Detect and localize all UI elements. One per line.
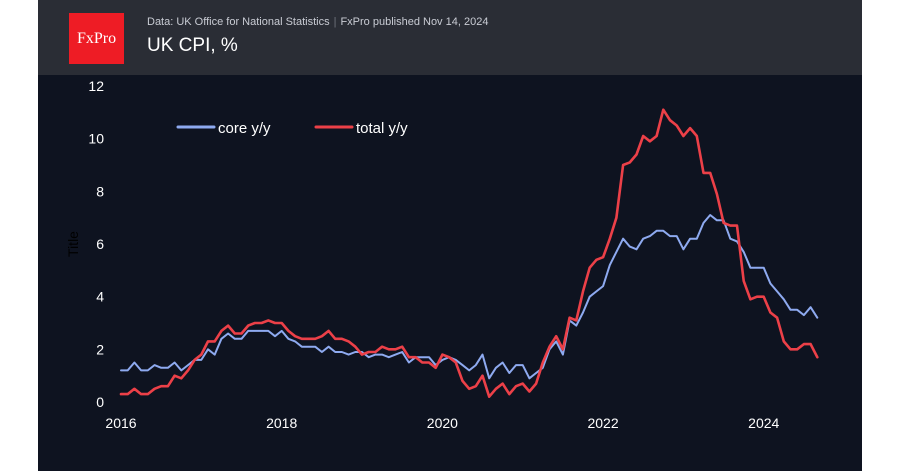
right-margin	[862, 0, 900, 471]
y-tick-label: 8	[96, 183, 104, 199]
legend: core y/y total y/y	[176, 120, 408, 137]
published-date: FxPro published Nov 14, 2024	[340, 16, 489, 28]
chart-card: FxPro Data: UK Office for National Stati…	[38, 0, 862, 471]
left-margin	[0, 0, 38, 471]
y-tick-label: 4	[96, 289, 104, 305]
x-tick-label: 2024	[748, 415, 779, 431]
y-axis-title: Title	[65, 231, 81, 257]
x-axis-ticks: 2016 2018 2020 2022 2024	[105, 415, 779, 431]
series-line-core	[120, 214, 819, 380]
chart-title: UK CPI, %	[147, 35, 238, 56]
y-tick-label: 12	[88, 78, 104, 94]
y-tick-label: 6	[96, 236, 104, 252]
x-tick-label: 2020	[427, 415, 458, 431]
chart-header: FxPro Data: UK Office for National Stati…	[38, 0, 862, 75]
y-tick-label: 10	[88, 131, 104, 147]
legend-label: total y/y	[356, 120, 408, 137]
separator: |	[333, 16, 337, 28]
data-source: Data: UK Office for National Statistics	[147, 16, 330, 28]
series-line-total	[119, 108, 819, 399]
legend-label: core y/y	[218, 120, 271, 137]
series-layer	[119, 108, 819, 399]
source-line: Data: UK Office for National Statistics |…	[147, 16, 488, 28]
x-tick-label: 2018	[266, 415, 297, 431]
x-tick-label: 2022	[587, 415, 618, 431]
x-tick-label: 2016	[105, 415, 136, 431]
y-tick-label: 2	[96, 341, 104, 357]
y-tick-label: 0	[96, 394, 104, 410]
fxpro-logo: FxPro	[69, 13, 124, 64]
y-axis-ticks: 0 2 4 6 8 10 12	[88, 78, 104, 410]
